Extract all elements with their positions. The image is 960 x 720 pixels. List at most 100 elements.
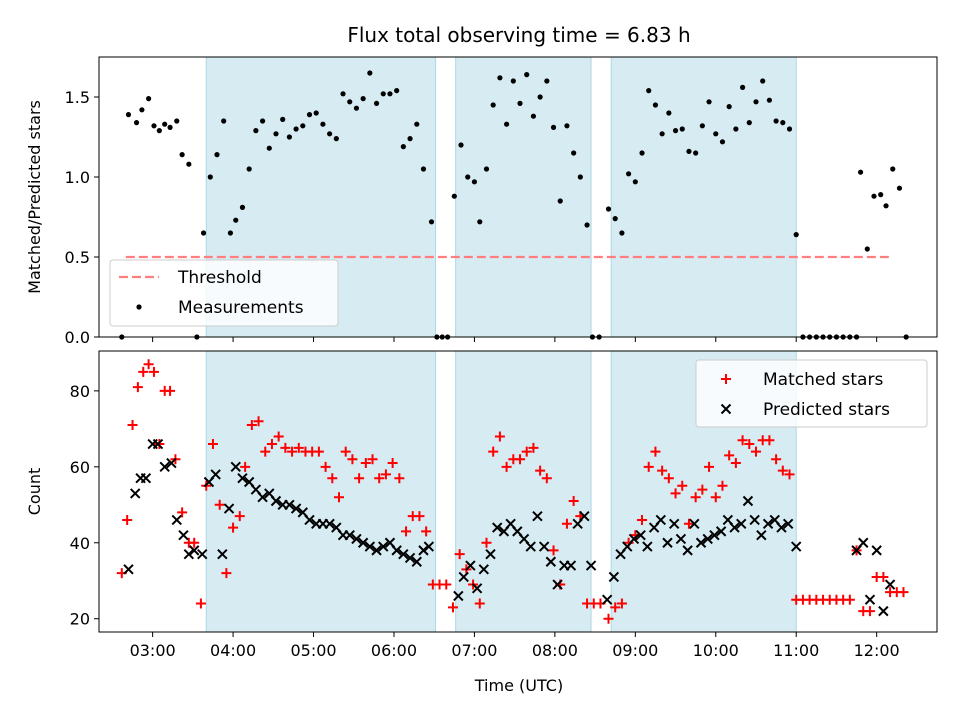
measurement-point — [672, 128, 679, 134]
predicted-star-point — [655, 514, 667, 526]
predicted-star-point — [418, 545, 429, 556]
matched-star-point — [228, 522, 239, 533]
measurement-point — [557, 198, 563, 204]
matched-star-point — [280, 442, 291, 453]
measurement-point — [246, 166, 252, 172]
measurement-point — [612, 216, 618, 222]
predicted-star-point — [423, 541, 435, 552]
matched-star-point — [143, 359, 154, 370]
measurement-point — [347, 99, 353, 105]
measurement-point — [125, 112, 132, 118]
measurement-point — [504, 121, 510, 127]
y-tick-label: 0.5 — [65, 248, 90, 267]
matched-star-point — [347, 454, 358, 465]
measurement-point — [605, 206, 612, 212]
matched-star-point — [214, 499, 225, 510]
predicted-star-point — [565, 560, 577, 571]
matched-star-point — [771, 454, 782, 465]
measurement-point — [300, 123, 306, 129]
measurement-point — [394, 88, 400, 94]
matched-star-point — [764, 435, 775, 446]
matched-star-point — [898, 587, 909, 598]
predicted-star-point — [736, 518, 747, 529]
predicted-star-point — [257, 491, 268, 503]
measurement-point — [524, 72, 530, 78]
predicted-star-point — [642, 541, 653, 552]
y-tick-label: 80 — [70, 382, 90, 401]
predicted-star-point — [188, 545, 200, 556]
matched-star-point — [266, 439, 277, 450]
matched-star-point — [293, 442, 304, 453]
bottom-axes: 03:00 04:00 05:00 06:00 07:00 08:00 09:00 10:00… — [25, 350, 938, 660]
x-tick-label: 06:00 — [371, 641, 417, 660]
matched-star-point — [177, 507, 188, 518]
predicted-star-point — [270, 495, 282, 507]
matched-star-point — [132, 382, 143, 393]
predicted-star-point — [538, 541, 550, 552]
matched-star-point — [535, 465, 546, 476]
matched-star-point — [488, 446, 499, 457]
measurement-point — [156, 128, 162, 134]
matched-star-point — [515, 454, 526, 465]
axes-frame — [98, 350, 938, 633]
measurement-point — [380, 91, 386, 97]
matched-star-point — [610, 602, 621, 613]
matched-star-point — [421, 526, 432, 537]
measurement-point — [387, 91, 393, 97]
measurement-point — [227, 230, 233, 236]
measurement-point — [871, 193, 877, 199]
x-tick-label: 08:00 — [532, 641, 578, 660]
matched-star-point — [548, 545, 559, 556]
measurement-point — [760, 78, 766, 84]
measurement-point — [280, 116, 286, 122]
predicted-star-point — [364, 541, 376, 552]
matched-star-point — [360, 458, 371, 469]
predicted-star-point — [129, 488, 141, 499]
predicted-star-point — [682, 545, 693, 556]
legend-threshold-label: Threshold — [177, 268, 262, 288]
predicted-star-point — [159, 461, 170, 473]
predicted-star-point — [884, 579, 896, 590]
predicted-star-point — [223, 503, 235, 514]
measurement-point — [646, 88, 652, 94]
measurement-point — [239, 204, 246, 210]
matched-star-point — [568, 495, 579, 506]
y-tick-label: 20 — [70, 610, 90, 629]
x-tick-label: 04:00 — [210, 641, 256, 660]
predicted-star-point — [453, 590, 464, 602]
predicted-star-point — [197, 548, 208, 560]
matched-star-point — [414, 511, 425, 522]
matched-star-point — [521, 446, 532, 457]
measurement-point — [293, 126, 299, 132]
matched-star-point — [878, 571, 889, 582]
measurement-point — [686, 148, 692, 154]
matched-star-point — [750, 446, 761, 457]
measurement-point — [666, 110, 672, 116]
measurement-point — [465, 174, 471, 180]
predicted-star-point — [378, 541, 389, 552]
matched-star-point — [240, 461, 251, 472]
measurement-point — [619, 230, 625, 236]
measurement-point — [632, 179, 638, 185]
legend-measurement-swatch — [136, 304, 142, 310]
matched-star-point — [234, 511, 245, 522]
measurement-point — [577, 174, 583, 180]
legend-box — [695, 359, 928, 428]
legend-box — [109, 259, 339, 327]
predicted-star-point — [871, 545, 882, 556]
matched-star-point — [260, 446, 271, 457]
measurement-point — [373, 100, 380, 106]
predicted-star-point — [858, 537, 869, 548]
measurement-point — [428, 219, 435, 225]
matched-star-point — [663, 473, 674, 484]
x-tick-label: 12:00 — [854, 641, 900, 660]
measurement-point — [200, 230, 207, 236]
matched-star-point — [724, 450, 735, 461]
predicted-star-point — [458, 571, 469, 583]
predicted-star-point — [304, 514, 315, 526]
matched-star-point — [501, 461, 512, 472]
matched-star-point — [354, 473, 365, 484]
measurement-point — [167, 124, 173, 130]
predicted-star-point — [552, 579, 563, 590]
matched-star-point — [122, 514, 133, 525]
